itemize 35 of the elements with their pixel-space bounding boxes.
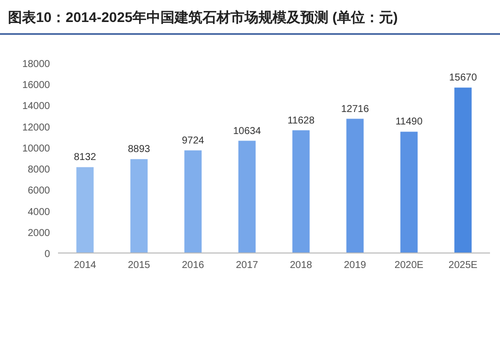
y-tick-label: 4000 xyxy=(28,206,50,218)
chart-title: 图表10：2014-2025年中国建筑石材市场规模及预测 (单位：元) xyxy=(8,9,398,25)
data-label: 11628 xyxy=(287,115,315,126)
x-tick-label: 2015 xyxy=(128,260,151,271)
y-tick-label: 0 xyxy=(44,249,50,260)
bar xyxy=(130,159,148,253)
bar xyxy=(400,132,418,253)
data-label: 8132 xyxy=(74,152,97,164)
data-label: 12716 xyxy=(341,104,370,115)
bar xyxy=(346,118,364,253)
x-tick-label: 2016 xyxy=(182,260,205,271)
y-tick-label: 2000 xyxy=(28,228,50,239)
y-tick-label: 18000 xyxy=(22,59,50,70)
bar xyxy=(454,88,472,253)
y-tick-label: 10000 xyxy=(22,143,50,154)
x-tick-label: 2020E xyxy=(394,260,424,271)
data-label: 10634 xyxy=(233,126,262,137)
bar xyxy=(184,150,202,253)
data-label: 11490 xyxy=(395,116,423,128)
x-tick-label: 2025E xyxy=(448,260,478,271)
y-tick-label: 6000 xyxy=(28,186,50,197)
bar xyxy=(292,130,310,253)
x-tick-label: 2019 xyxy=(344,260,367,271)
x-tick-label: 2018 xyxy=(290,260,313,271)
x-tick-label: 2017 xyxy=(236,260,259,271)
y-tick-label: 14000 xyxy=(22,101,50,112)
y-tick-label: 16000 xyxy=(22,80,50,92)
bar xyxy=(76,167,94,253)
x-tick-label: 2014 xyxy=(74,260,97,271)
data-label: 15670 xyxy=(449,72,478,84)
y-tick-label: 8000 xyxy=(28,164,50,176)
bar xyxy=(238,140,256,253)
data-label: 9724 xyxy=(182,135,205,146)
data-label: 8893 xyxy=(128,144,151,156)
y-tick-label: 12000 xyxy=(22,122,50,134)
